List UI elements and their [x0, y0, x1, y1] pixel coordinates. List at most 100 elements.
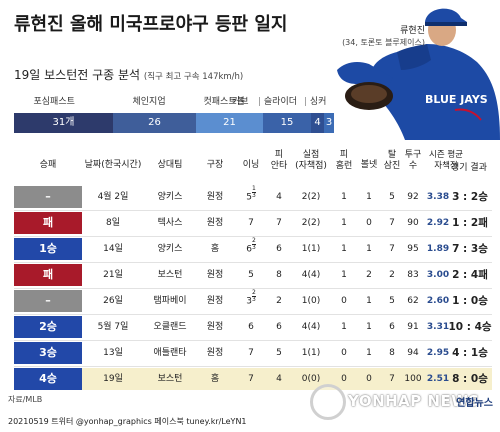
- table-row: 2승 5월 7일 오클랜드 원정 6 6 4(4) 1 1 6 91 3.31 10 : 4승: [14, 316, 492, 338]
- innings-whole: 6: [246, 244, 252, 255]
- cell-innings: 5: [234, 264, 268, 286]
- pitch-label-curve-text: 커브: [232, 97, 249, 107]
- cell-opponent: 탬파베이: [153, 296, 187, 306]
- innings-fraction-num: 2: [251, 237, 256, 244]
- header-hits: 피 안타: [270, 150, 288, 171]
- innings-fraction-den: 3: [251, 192, 256, 199]
- innings-fraction-num: 2: [251, 289, 256, 296]
- cell-strikeouts: 5: [389, 192, 395, 202]
- innings-whole: 6: [248, 322, 254, 332]
- header-date: 날짜(한국시간): [84, 160, 142, 170]
- cell-pitches: 94: [407, 348, 419, 358]
- innings-fraction-den: 3: [251, 296, 256, 303]
- cell-strikeouts: 7: [389, 244, 395, 254]
- pitch-segment-count: 26: [148, 117, 161, 128]
- cell-game-result: 7 : 3승: [452, 243, 488, 255]
- data-source: 자료/MLB: [8, 395, 43, 404]
- player-info: (34, 토론토 블루제이스): [342, 38, 425, 47]
- player-photo: BLUE JAYS: [335, 0, 500, 140]
- cell-strikeouts: 8: [389, 348, 395, 358]
- cell-opponent: 보스턴: [157, 374, 183, 384]
- cell-opponent: 양키스: [157, 192, 183, 202]
- cell-runs: 1(0): [301, 296, 321, 306]
- header-result: 경기 결과: [451, 163, 487, 173]
- cell-walks: 0: [366, 374, 372, 384]
- cell-pitches: 90: [407, 218, 419, 228]
- pitch-analysis-title: 19일 보스턴전 구종 분석 (직구 최고 구속 147km/h): [14, 66, 243, 83]
- cell-innings: 7: [234, 212, 268, 234]
- cell-runs: 2(2): [301, 218, 321, 228]
- innings-fraction-den: 3: [251, 244, 256, 251]
- pitch-segment: 26: [113, 113, 196, 133]
- pitch-segment-count: 31개: [52, 117, 75, 128]
- cell-hits: 5: [276, 348, 282, 358]
- cell-game-result: 10 : 4승: [448, 321, 492, 333]
- cell-hits: 4: [276, 374, 282, 384]
- pitch-segment: 4: [311, 113, 324, 133]
- cell-innings: 7: [234, 342, 268, 364]
- cell-pitches: 83: [407, 270, 419, 280]
- decision-badge: 3승: [14, 342, 82, 364]
- cell-season-era: 1.89: [426, 244, 450, 254]
- cell-runs: 4(4): [301, 270, 321, 280]
- pitch-segment: 31개: [14, 113, 113, 133]
- cell-venue: 원정: [206, 192, 224, 202]
- max-velocity-note: (직구 최고 구속 147km/h): [143, 72, 244, 82]
- cell-season-era: 3.00: [426, 270, 450, 280]
- pitch-mix-labels: 포심패스트 체인지업 컷패스트볼 커브 | 슬라이더 | 싱커: [14, 94, 339, 108]
- table-row: 4승 19일 보스턴 홈 7 4 0(0) 0 0 7 100 2.51 8 : 0승: [14, 368, 492, 390]
- page-title: 류현진 올해 미국프로야구 등판 일지: [14, 14, 288, 35]
- row-separator: [14, 210, 492, 211]
- header-era: 시즌 평균 자책점: [429, 150, 463, 171]
- pitch-label-fourseam: 포심패스트: [33, 97, 75, 107]
- cell-date: 19일: [103, 374, 123, 384]
- row-separator: [14, 262, 492, 263]
- cell-venue: 원정: [206, 218, 224, 228]
- header-so: 탈 삼진: [383, 150, 401, 171]
- cell-venue: 홈: [210, 374, 220, 384]
- cell-innings: 6: [234, 316, 268, 338]
- table-row: –26일 탬파베이 원정 3 2 3 2 1(0) 0 1 5 62 2.60 1 : 0승: [14, 290, 492, 312]
- cell-hits: 6: [276, 322, 282, 332]
- innings-whole: 3: [246, 296, 252, 307]
- cell-season-era: 2.60: [426, 296, 450, 306]
- cell-home-runs: 1: [341, 218, 347, 228]
- cell-venue: 원정: [206, 270, 224, 280]
- innings-whole: 7: [248, 218, 254, 228]
- cell-game-result: 1 : 2패: [452, 217, 488, 229]
- player-name: 류현진: [400, 26, 425, 36]
- cell-home-runs: 1: [341, 322, 347, 332]
- pitch-label-slider-text: 슬라이더: [263, 97, 298, 107]
- innings-whole: 7: [248, 348, 254, 358]
- cell-strikeouts: 7: [389, 374, 395, 384]
- cell-strikeouts: 5: [389, 296, 395, 306]
- cell-home-runs: 0: [341, 296, 347, 306]
- pitch-segment-count: 3: [325, 117, 333, 128]
- cell-hits: 6: [276, 244, 282, 254]
- cell-game-result: 3 : 2승: [452, 191, 488, 203]
- pitch-label-changeup: 체인지업: [132, 97, 166, 107]
- pitch-segment-count: 21: [223, 117, 236, 128]
- decision-badge: 패: [14, 264, 82, 286]
- cell-season-era: 3.38: [426, 192, 450, 202]
- player-caption: 류현진 (34, 토론토 블루제이스): [333, 26, 425, 48]
- cell-runs: 4(4): [301, 322, 321, 332]
- cell-walks: 1: [366, 296, 372, 306]
- header-opponent: 상대팀: [157, 160, 183, 170]
- table-row: 패 8일 텍사스 원정 7 7 2(2) 1 0 7 90 2.92 1 : 2패: [14, 212, 492, 234]
- row-separator: [14, 340, 492, 341]
- row-separator: [14, 314, 492, 315]
- watermark-logo-icon: [310, 384, 346, 420]
- table-row: –4월 2일 양키스 원정 5 1 3 4 2(2) 1 1 5 92 3.38 3 : 2승: [14, 186, 492, 208]
- pitch-label-cutter: 컷패스트볼: [203, 97, 245, 107]
- cell-game-result: 4 : 1승: [452, 347, 488, 359]
- header-ip: 이닝: [242, 160, 260, 170]
- decision-badge: –: [14, 290, 82, 312]
- cell-opponent: 오클랜드: [153, 322, 187, 332]
- pitch-analysis-heading: 19일 보스턴전 구종 분석: [14, 68, 141, 82]
- header-venue: 구장: [206, 160, 224, 170]
- cell-home-runs: 0: [341, 348, 347, 358]
